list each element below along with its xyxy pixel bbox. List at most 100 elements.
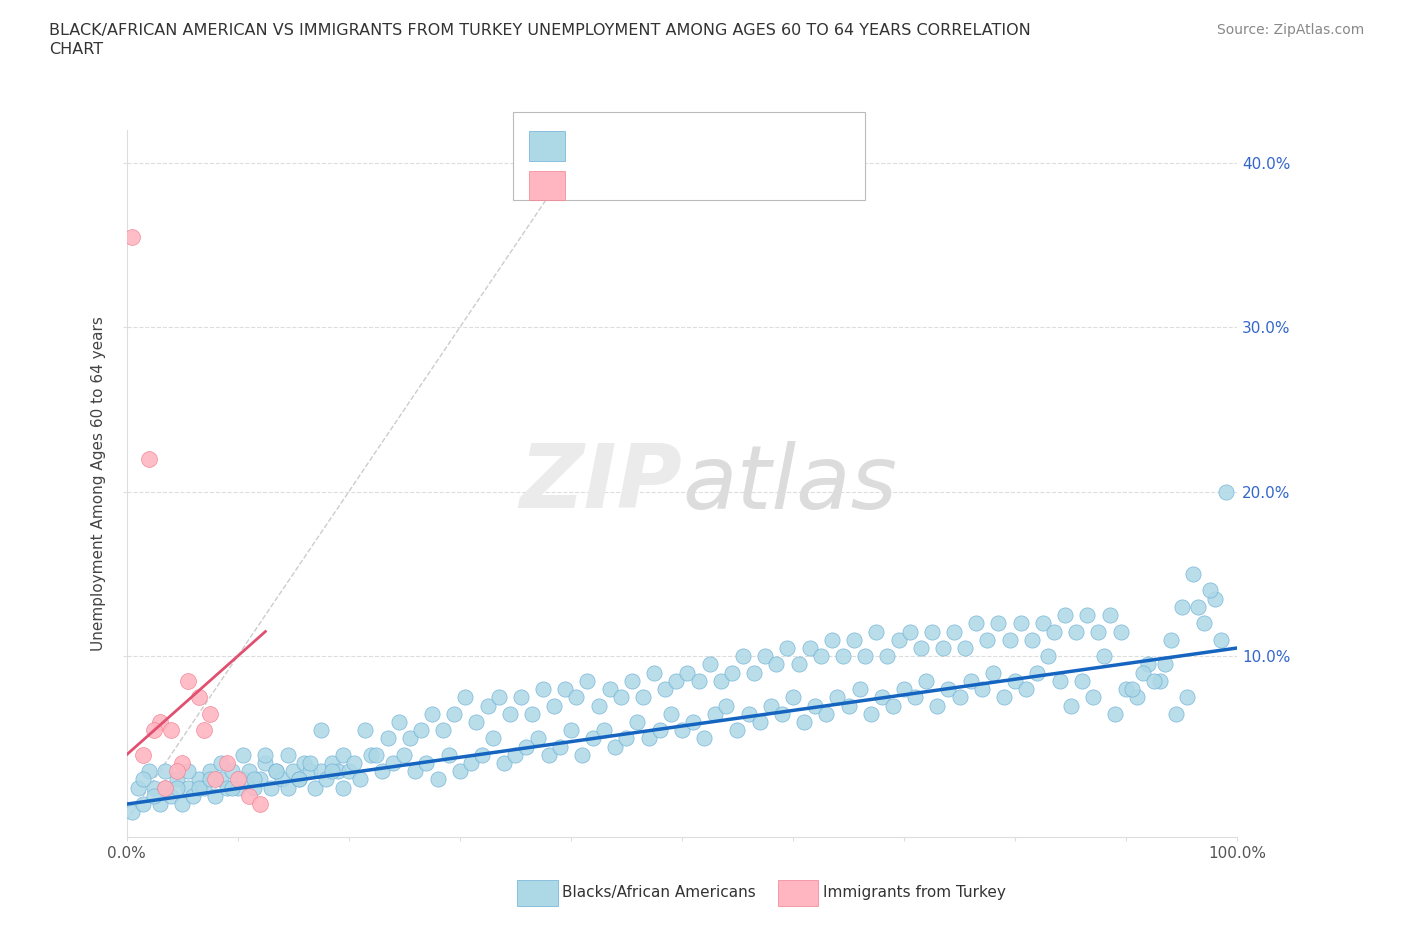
Point [304, 780, 326, 795]
Point [121, 804, 143, 819]
Point [1026, 665, 1049, 680]
Point [576, 673, 599, 688]
Point [676, 665, 699, 680]
Point [1154, 657, 1177, 671]
Point [176, 764, 198, 778]
Point [804, 698, 827, 713]
Point [898, 624, 921, 639]
Point [1015, 682, 1038, 697]
Point [132, 772, 155, 787]
Point [1126, 690, 1149, 705]
Point [949, 690, 972, 705]
Point [842, 632, 865, 647]
Point [770, 706, 793, 721]
Point [287, 772, 309, 787]
Point [382, 755, 405, 770]
Point [910, 641, 932, 656]
Point [232, 772, 254, 787]
Point [254, 748, 277, 763]
Point [155, 780, 177, 795]
Point [143, 789, 166, 804]
Point [121, 230, 143, 245]
Point [309, 764, 332, 778]
Point [238, 789, 260, 804]
Point [226, 772, 249, 787]
Point [454, 690, 477, 705]
Point [548, 739, 571, 754]
Point [332, 748, 354, 763]
Point [1098, 607, 1121, 622]
Point [1204, 591, 1226, 606]
Point [688, 673, 710, 688]
Point [731, 649, 754, 664]
Point [215, 755, 238, 770]
Point [742, 665, 765, 680]
Point [343, 755, 366, 770]
Point [1115, 682, 1137, 697]
Text: 0.529: 0.529 [613, 131, 665, 149]
Point [693, 731, 716, 746]
Point [799, 641, 821, 656]
Point [665, 673, 688, 688]
Point [876, 649, 898, 664]
Point [277, 780, 299, 795]
Point [509, 690, 531, 705]
Text: Blacks/African Americans: Blacks/African Americans [562, 885, 756, 900]
Point [782, 690, 804, 705]
Point [754, 649, 776, 664]
Point [626, 714, 648, 729]
Point [449, 764, 471, 778]
Point [443, 706, 465, 721]
Point [610, 690, 633, 705]
Point [737, 706, 759, 721]
Point [620, 673, 643, 688]
Text: 0.138: 0.138 [613, 170, 665, 189]
Point [515, 739, 537, 754]
Point [309, 723, 332, 737]
Point [1054, 607, 1077, 622]
Point [160, 789, 183, 804]
Point [993, 690, 1015, 705]
Point [765, 657, 787, 671]
Point [1209, 632, 1232, 647]
Point [1149, 673, 1171, 688]
Point [209, 772, 232, 787]
Point [537, 748, 560, 763]
Point [759, 698, 782, 713]
Point [710, 673, 733, 688]
Point [488, 690, 510, 705]
Point [965, 616, 987, 631]
Point [187, 690, 209, 705]
Point [1170, 600, 1192, 615]
Point [588, 698, 610, 713]
Point [921, 624, 943, 639]
Point [599, 682, 621, 697]
Point [465, 714, 488, 729]
Point [232, 748, 254, 763]
Point [887, 632, 910, 647]
Point [277, 748, 299, 763]
Point [1043, 624, 1066, 639]
Point [127, 780, 149, 795]
Point [721, 665, 744, 680]
Point [432, 723, 454, 737]
Point [155, 764, 177, 778]
Point [838, 698, 860, 713]
Point [859, 706, 882, 721]
Point [659, 706, 682, 721]
Point [494, 755, 516, 770]
Point [716, 698, 738, 713]
Point [526, 731, 548, 746]
Point [970, 682, 993, 697]
Text: ZIP: ZIP [519, 440, 682, 527]
Point [198, 764, 221, 778]
Point [143, 723, 166, 737]
Point [943, 624, 966, 639]
Point [437, 748, 460, 763]
Point [176, 780, 198, 795]
Point [160, 723, 183, 737]
Point [420, 706, 443, 721]
Point [654, 682, 676, 697]
Point [1010, 616, 1032, 631]
Point [132, 748, 155, 763]
